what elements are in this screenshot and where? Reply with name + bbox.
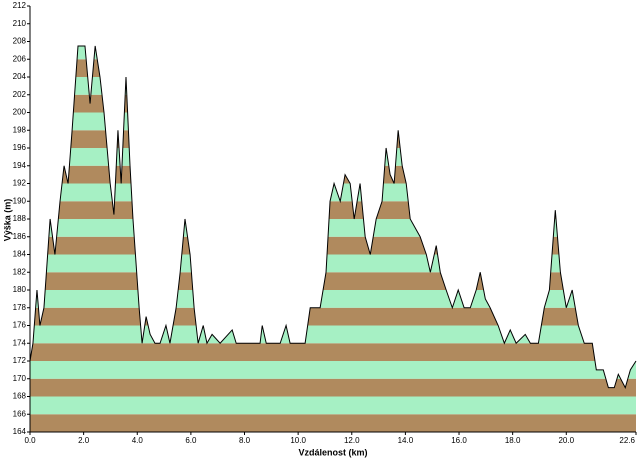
- elevation-band: [30, 325, 636, 344]
- elevation-band: [30, 378, 636, 397]
- y-tick-label: 192: [13, 179, 27, 188]
- y-tick-label: 208: [13, 37, 27, 46]
- x-tick-label: 10.0: [290, 436, 306, 445]
- y-tick-label: 168: [13, 392, 27, 401]
- y-tick-label: 166: [13, 409, 27, 418]
- elevation-band: [30, 236, 636, 255]
- y-tick-label: 212: [13, 1, 27, 10]
- y-tick-label: 190: [13, 196, 27, 205]
- x-tick-label: 16.0: [451, 436, 467, 445]
- x-tick-label: 8.0: [239, 436, 251, 445]
- x-tick-label: 0.0: [24, 436, 36, 445]
- elevation-band: [30, 201, 636, 219]
- x-tick-label: 14.0: [398, 436, 414, 445]
- y-tick-label: 170: [13, 374, 27, 383]
- y-tick-label: 206: [13, 54, 27, 63]
- x-tick-label: 22.6: [619, 436, 635, 445]
- y-tick-label: 174: [13, 338, 27, 347]
- y-tick-label: 204: [13, 72, 27, 81]
- y-tick-label: 176: [13, 321, 27, 330]
- y-tick-label: 202: [13, 90, 27, 99]
- x-tick-label: 12.0: [344, 436, 360, 445]
- elevation-band: [30, 148, 636, 166]
- elevation-band: [30, 307, 636, 326]
- x-tick-label: 20.0: [558, 436, 574, 445]
- elevation-band: [30, 112, 636, 131]
- elevation-band: [30, 414, 636, 432]
- x-tick-label: 18.0: [505, 436, 521, 445]
- y-tick-label: 182: [13, 267, 27, 276]
- elevation-band: [30, 45, 636, 60]
- y-tick-label: 186: [13, 232, 27, 241]
- elevation-band: [30, 77, 636, 95]
- elevation-band: [30, 254, 636, 273]
- y-tick-label: 184: [13, 250, 27, 259]
- y-tick-label: 188: [13, 214, 27, 223]
- y-tick-label: 196: [13, 143, 27, 152]
- elevation-band: [30, 59, 636, 77]
- y-tick-label: 172: [13, 356, 27, 365]
- elevation-band: [30, 396, 636, 415]
- y-tick-label: 180: [13, 285, 27, 294]
- elevation-band: [30, 343, 636, 361]
- y-tick-label: 194: [13, 161, 27, 170]
- elevation-band: [30, 130, 636, 148]
- elevation-band: [30, 219, 636, 237]
- x-axis-label: Vzdálenost (km): [298, 447, 367, 457]
- elevation-band: [30, 24, 636, 42]
- elevation-band: [30, 361, 636, 379]
- y-tick-label: 164: [13, 427, 27, 436]
- y-tick-label: 210: [13, 19, 27, 28]
- elevation-band: [30, 94, 636, 113]
- x-tick-label: 6.0: [185, 436, 197, 445]
- elevation-band: [30, 272, 636, 290]
- x-tick-label: 4.0: [132, 436, 144, 445]
- y-tick-label: 198: [13, 125, 27, 134]
- y-tick-label: 200: [13, 108, 27, 117]
- x-tick-label: 2.0: [78, 436, 90, 445]
- y-tick-label: 178: [13, 303, 27, 312]
- profile-line: [29, 45, 637, 389]
- elevation-band: [30, 6, 636, 24]
- y-axis-label: Výška (m): [2, 199, 12, 242]
- area-fill: [30, 6, 636, 432]
